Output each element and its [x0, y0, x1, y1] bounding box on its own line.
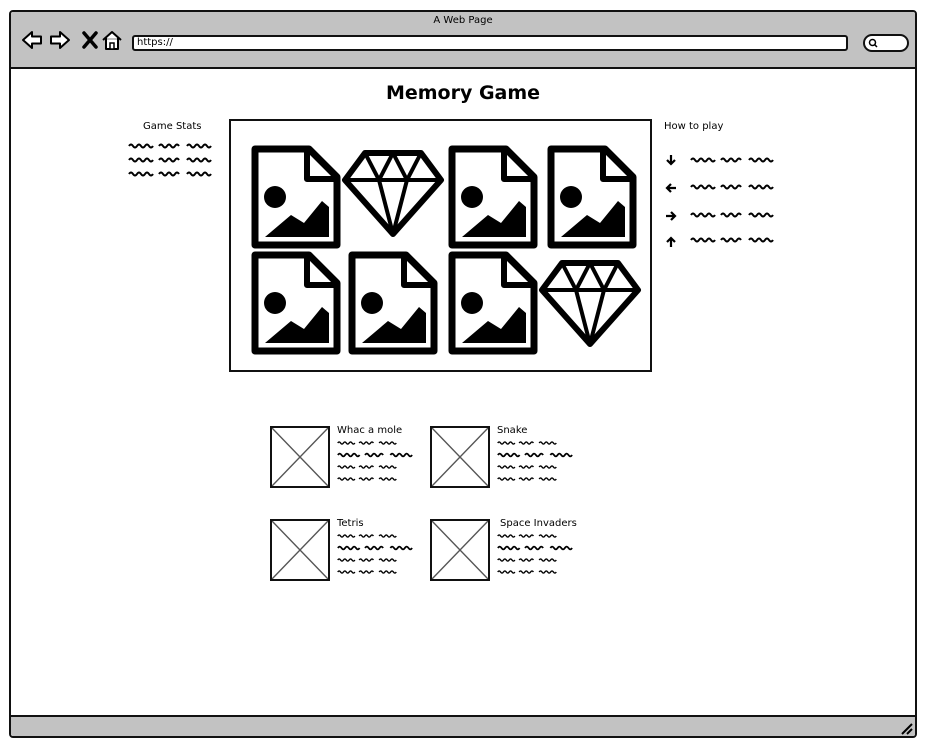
home-icon[interactable] [101, 29, 123, 51]
how-to-play-heading: How to play [664, 121, 724, 132]
description-line [337, 464, 397, 470]
browser-window: A Web Page https:// Memory Game Game Sta… [9, 10, 917, 738]
description-line [497, 545, 573, 551]
stats-text-line [127, 171, 213, 177]
description-line [497, 557, 557, 563]
image-file-icon[interactable] [346, 251, 438, 355]
stats-text-line [127, 143, 213, 149]
resize-grip-icon[interactable] [899, 721, 913, 735]
game-stats-heading: Game Stats [143, 121, 202, 132]
game-title: Whac a mole [337, 425, 403, 436]
description-line [337, 569, 397, 575]
image-file-icon[interactable] [545, 145, 637, 249]
description-line [337, 533, 397, 539]
instruction-text-line [689, 237, 775, 243]
instruction-text-line [689, 184, 775, 190]
arrow-left-icon [665, 183, 676, 193]
description-line [497, 533, 557, 539]
image-file-icon[interactable] [249, 145, 341, 249]
address-bar[interactable]: https:// [132, 35, 848, 51]
instruction-text-line [689, 157, 775, 163]
image-file-icon[interactable] [446, 145, 538, 249]
description-line [337, 452, 413, 458]
description-line [497, 569, 557, 575]
browser-status-bar [11, 715, 915, 736]
image-placeholder [430, 426, 490, 488]
image-file-icon[interactable] [446, 251, 538, 355]
game-title: Tetris [337, 518, 364, 529]
description-line [497, 452, 573, 458]
browser-titlebar: A Web Page https:// [11, 12, 915, 69]
description-line [497, 464, 557, 470]
instruction-text-line [689, 212, 775, 218]
description-line [497, 440, 557, 446]
description-line [337, 440, 397, 446]
page-title: Memory Game [385, 82, 541, 104]
game-title: Space Invaders [500, 518, 577, 529]
search-field[interactable] [863, 34, 909, 52]
game-title: Snake [497, 425, 528, 436]
arrow-up-icon [666, 236, 676, 247]
description-line [337, 557, 397, 563]
diamond-icon[interactable] [538, 255, 642, 351]
image-placeholder [430, 519, 490, 581]
search-icon [868, 38, 878, 48]
image-file-icon[interactable] [249, 251, 341, 355]
diamond-icon[interactable] [341, 145, 445, 241]
image-placeholder [270, 426, 330, 488]
description-line [337, 545, 413, 551]
arrow-right-icon [666, 211, 677, 221]
arrow-down-icon [666, 155, 676, 166]
forward-icon[interactable] [49, 29, 71, 51]
back-icon[interactable] [21, 29, 43, 51]
description-line [337, 476, 397, 482]
close-icon[interactable] [79, 29, 101, 51]
game-board [229, 119, 652, 372]
window-title: A Web Page [433, 15, 493, 26]
image-placeholder [270, 519, 330, 581]
stats-text-line [127, 157, 213, 163]
description-line [497, 476, 557, 482]
